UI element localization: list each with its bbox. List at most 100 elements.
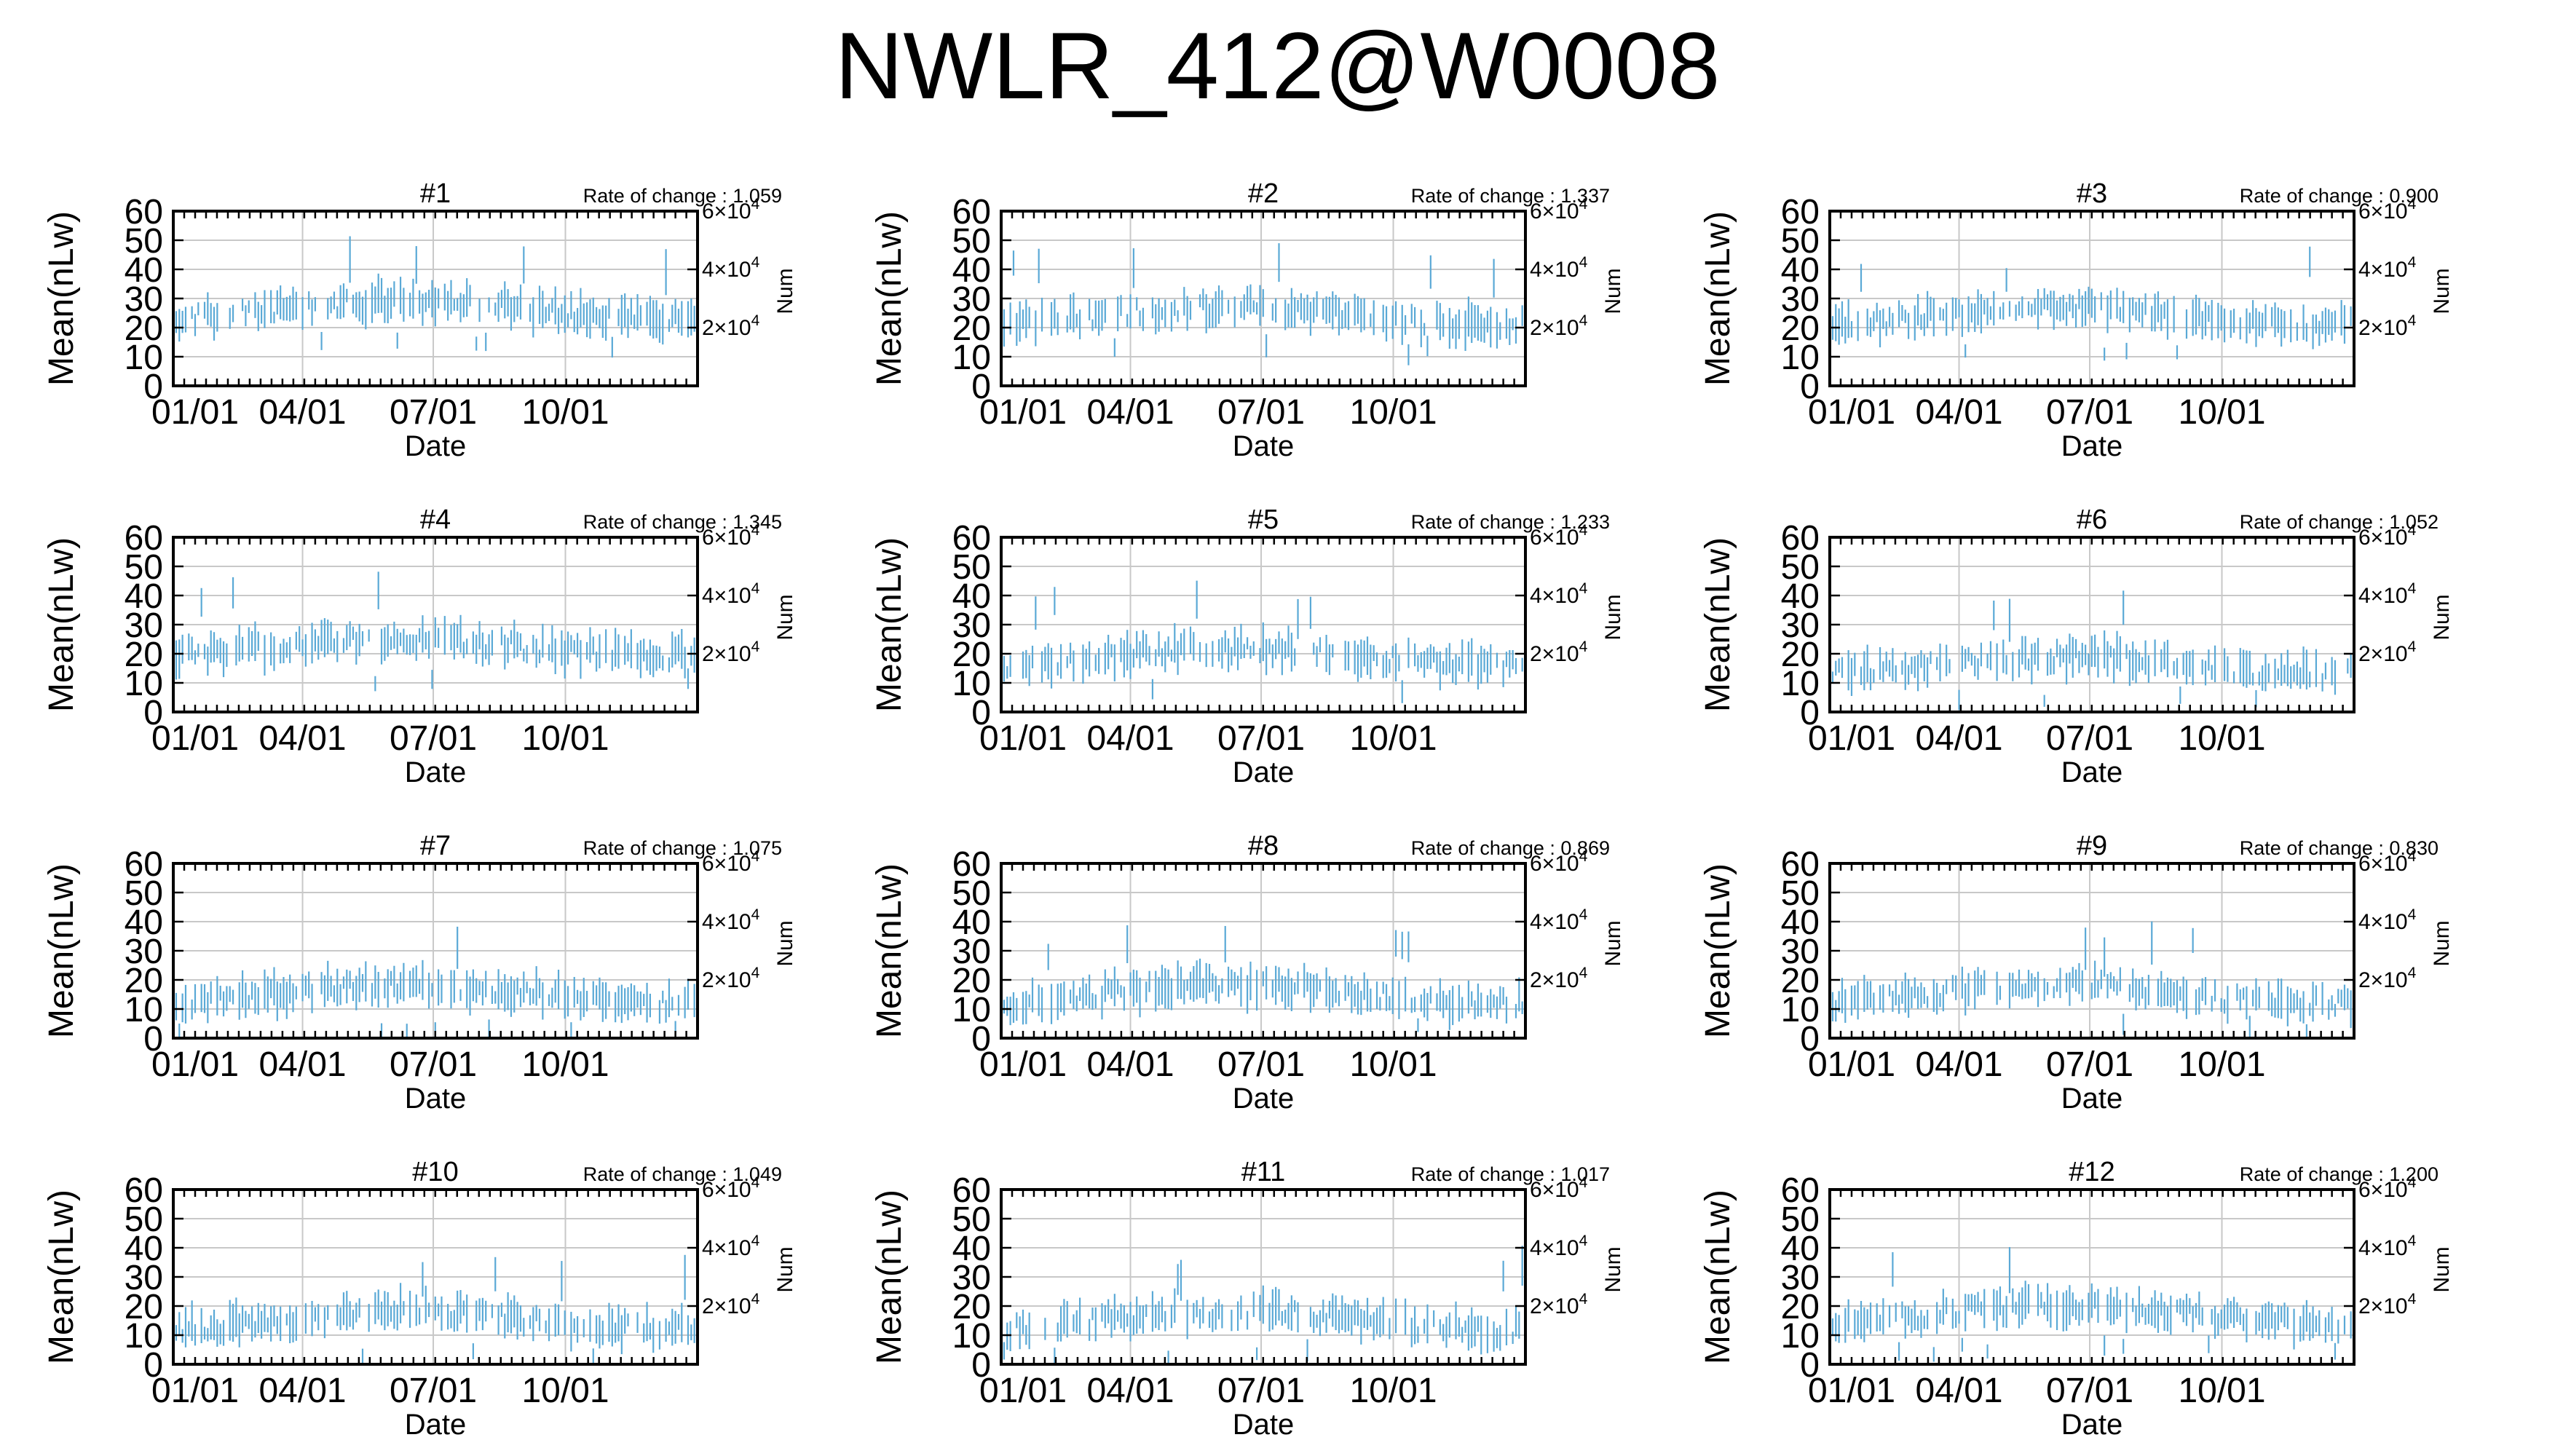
y-tick-label: 40 (1781, 1230, 1820, 1268)
x-tick-label: 10/01 (1349, 719, 1437, 758)
y2-axis-label: Num (2430, 920, 2454, 966)
rate-of-change: Rate of change : 1.337 (1411, 185, 1610, 207)
y-tick-label: 50 (125, 874, 163, 913)
x-tick-label: 04/01 (1086, 1045, 1174, 1084)
panel-title: #11 (1241, 1157, 1286, 1187)
y2-tick-exponent: 4 (1579, 906, 1588, 923)
y-tick-label: 10 (125, 339, 163, 377)
y2-tick-label: 6×104 (1530, 848, 1588, 876)
y2-tick-label: 4×104 (702, 254, 760, 282)
x-tick-label: 10/01 (2178, 719, 2265, 758)
y2-tick-label: 6×104 (702, 848, 760, 876)
y-axis-label: Mean(nLw) (42, 863, 81, 1038)
y2-tick-exponent: 4 (1579, 580, 1588, 597)
y2-tick-label: 6×104 (1530, 196, 1588, 223)
panel-title: #6 (2077, 505, 2107, 535)
x-axis-label: Date (2061, 756, 2123, 788)
y2-tick-exponent: 4 (751, 906, 760, 923)
y-tick-label: 60 (952, 193, 991, 232)
y-tick-label: 10 (1781, 991, 1820, 1029)
y-tick-label: 20 (952, 309, 991, 348)
x-tick-label: 04/01 (1915, 1045, 2002, 1084)
y2-axis-label: Num (2430, 268, 2454, 314)
y-tick-label: 50 (952, 874, 991, 913)
x-tick-label: 01/01 (1808, 1045, 1895, 1084)
rate-of-change: Rate of change : 1.052 (2240, 511, 2438, 533)
y2-tick-exponent: 4 (751, 522, 760, 539)
y-tick-label: 50 (952, 548, 991, 587)
y-tick-label: 0 (971, 368, 991, 406)
y-tick-label: 60 (952, 1171, 991, 1210)
y-tick-label: 40 (1781, 577, 1820, 616)
y-tick-label: 40 (125, 903, 163, 942)
y-tick-label: 0 (143, 1020, 163, 1059)
panel-title: #10 (412, 1157, 458, 1187)
y2-tick-label: 2×104 (1530, 965, 1588, 992)
y2-tick-label: 2×104 (702, 1291, 760, 1318)
y-tick-label: 30 (1781, 933, 1820, 971)
x-axis-label: Date (2061, 1083, 2123, 1115)
y2-tick-label: 4×104 (702, 1233, 760, 1260)
y2-tick-label: 6×104 (2358, 522, 2417, 550)
y-axis-label: Mean(nLw) (870, 863, 909, 1038)
y2-axis-label: Num (1601, 268, 1625, 314)
y-tick-label: 10 (952, 1317, 991, 1356)
y-tick-label: 20 (1781, 309, 1820, 348)
y-tick-label: 10 (1781, 665, 1820, 703)
y-tick-label: 0 (971, 1346, 991, 1385)
y-tick-label: 20 (125, 309, 163, 348)
y2-axis-label: Num (773, 594, 797, 640)
y-tick-label: 30 (1781, 1259, 1820, 1297)
panel-title: #7 (420, 831, 451, 861)
y-tick-label: 40 (125, 251, 163, 290)
y2-tick-exponent: 4 (1579, 1174, 1588, 1191)
y-tick-label: 60 (125, 519, 163, 558)
y-tick-label: 0 (143, 368, 163, 406)
y-axis-label: Mean(nLw) (42, 211, 81, 386)
y2-tick-exponent: 4 (1579, 1291, 1588, 1307)
x-tick-label: 07/01 (2046, 1372, 2133, 1410)
y-tick-label: 40 (952, 577, 991, 616)
y-tick-label: 60 (1781, 193, 1820, 232)
y2-tick-exponent: 4 (2408, 965, 2417, 981)
y2-tick-exponent: 4 (1579, 312, 1588, 329)
y-tick-label: 20 (952, 636, 991, 674)
y2-tick-label: 6×104 (2358, 196, 2417, 223)
y-tick-label: 30 (125, 606, 163, 645)
y2-tick-label: 2×104 (2358, 1291, 2417, 1318)
y2-tick-exponent: 4 (751, 848, 760, 865)
y-tick-label: 10 (952, 665, 991, 703)
y2-tick-label: 6×104 (2358, 1174, 2417, 1202)
y-tick-label: 40 (1781, 903, 1820, 942)
y2-tick-label: 6×104 (1530, 1174, 1588, 1202)
y-tick-label: 60 (1781, 1171, 1820, 1210)
y-tick-label: 10 (1781, 1317, 1820, 1356)
x-tick-label: 10/01 (1349, 1045, 1437, 1084)
y2-tick-exponent: 4 (751, 1233, 760, 1249)
panel-title: #5 (1248, 505, 1279, 535)
y-tick-label: 20 (952, 1288, 991, 1326)
y2-tick-exponent: 4 (751, 638, 760, 655)
figure-title: NWLR_412@W0008 (834, 12, 1721, 119)
x-tick-label: 04/01 (1086, 393, 1174, 432)
y2-tick-exponent: 4 (2408, 580, 2417, 597)
y2-tick-exponent: 4 (2408, 196, 2417, 213)
y-axis-label: Mean(nLw) (1699, 537, 1737, 712)
y2-tick-exponent: 4 (751, 196, 760, 213)
y-tick-label: 10 (125, 991, 163, 1029)
x-tick-label: 01/01 (1808, 719, 1895, 758)
panel-title: #3 (2077, 178, 2107, 209)
y-tick-label: 0 (1800, 1346, 1820, 1385)
y2-tick-label: 4×104 (1530, 906, 1588, 934)
y-tick-label: 40 (952, 903, 991, 942)
y2-tick-exponent: 4 (2408, 254, 2417, 271)
y-tick-label: 10 (952, 339, 991, 377)
y-axis-label: Mean(nLw) (1699, 1190, 1737, 1364)
y2-tick-label: 2×104 (1530, 638, 1588, 666)
y2-axis-label: Num (2430, 594, 2454, 640)
y-tick-label: 50 (952, 222, 991, 261)
x-tick-label: 04/01 (1086, 1372, 1174, 1410)
x-tick-label: 07/01 (1217, 1045, 1305, 1084)
